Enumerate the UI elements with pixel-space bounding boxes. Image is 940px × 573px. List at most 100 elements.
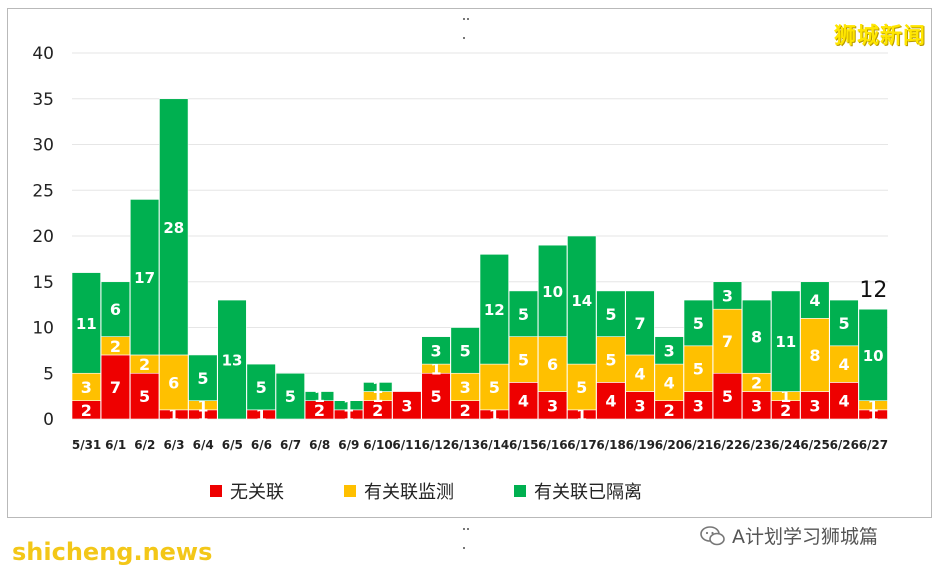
data-label: 5 bbox=[722, 387, 733, 406]
bar-segment bbox=[275, 372, 305, 420]
x-tick-label: 6/10 bbox=[363, 438, 392, 452]
bar-segment bbox=[71, 272, 101, 374]
data-label: 8 bbox=[809, 346, 820, 365]
data-label: 1 bbox=[576, 405, 587, 424]
legend-swatch-unlinked bbox=[210, 485, 222, 497]
bar-segment bbox=[829, 299, 859, 347]
x-tick-label: 6/23 bbox=[742, 438, 771, 452]
y-tick-label: 40 bbox=[32, 44, 54, 64]
legend-label-unlinked: 无关联 bbox=[230, 482, 284, 503]
data-label: 2 bbox=[314, 401, 325, 420]
bar-segment bbox=[829, 345, 859, 383]
data-label: 3 bbox=[401, 396, 412, 415]
data-label: 3 bbox=[751, 396, 762, 415]
y-tick-label: 20 bbox=[32, 227, 54, 247]
resize-handle-bottom[interactable] bbox=[462, 515, 472, 549]
data-label: 1 bbox=[372, 378, 383, 397]
x-tick-label: 6/4 bbox=[193, 438, 214, 452]
bar-segment bbox=[741, 391, 772, 420]
data-label: 3 bbox=[722, 286, 733, 305]
x-tick-label: 6/5 bbox=[222, 438, 243, 452]
y-tick-label: 10 bbox=[32, 319, 54, 339]
data-label: 5 bbox=[430, 387, 441, 406]
resize-handle-top[interactable] bbox=[462, 5, 472, 39]
chart-legend: 无关联 有关联监测 有关联已隔离 bbox=[210, 478, 642, 504]
x-tick-label: 6/12 bbox=[422, 438, 451, 452]
x-tick-label: 6/13 bbox=[451, 438, 480, 452]
x-tick-label: 6/8 bbox=[309, 438, 330, 452]
data-label: 5 bbox=[838, 314, 849, 333]
data-label: 2 bbox=[110, 337, 121, 356]
bar-segment bbox=[100, 281, 131, 337]
bar-segment bbox=[771, 290, 801, 392]
x-tick-label: 6/7 bbox=[280, 438, 301, 452]
bar-segment bbox=[159, 98, 189, 356]
bar-segment bbox=[800, 281, 830, 319]
data-label: 3 bbox=[81, 378, 92, 397]
bar-segment bbox=[683, 345, 713, 392]
wechat-icon bbox=[700, 525, 725, 545]
x-tick-label: 6/17 bbox=[567, 438, 596, 452]
watermark-account-label: A计划学习狮城篇 bbox=[732, 526, 878, 548]
x-tick-label: 6/19 bbox=[626, 438, 655, 452]
data-label: 5 bbox=[256, 378, 267, 397]
bar-segment bbox=[421, 336, 451, 365]
bar-segment bbox=[100, 354, 131, 420]
data-label: 1 bbox=[868, 405, 879, 424]
data-label: 5 bbox=[605, 305, 616, 324]
bar-segment bbox=[508, 336, 539, 383]
bar-segment bbox=[479, 254, 509, 365]
bar-segment bbox=[654, 336, 684, 365]
y-tick-label: 15 bbox=[32, 273, 54, 293]
data-label: 1 bbox=[314, 387, 325, 406]
data-label: 4 bbox=[838, 392, 849, 411]
bar-segment bbox=[421, 372, 451, 420]
bar-segment bbox=[246, 363, 276, 411]
y-tick-label: 35 bbox=[32, 90, 54, 110]
brand-logo: 狮城新闻 bbox=[833, 24, 926, 49]
x-tick-label: 6/6 bbox=[251, 438, 272, 452]
data-label: 11 bbox=[76, 315, 97, 333]
data-label: 5 bbox=[489, 378, 500, 397]
legend-swatch-linked-quarantined bbox=[514, 485, 526, 497]
x-tick-label: 6/2 bbox=[134, 438, 155, 452]
data-label: 1 bbox=[780, 387, 791, 406]
legend-label-linked-surveillance: 有关联监测 bbox=[364, 482, 454, 503]
bar-segment bbox=[625, 290, 655, 356]
bar-segment bbox=[858, 308, 888, 402]
data-label: 3 bbox=[809, 396, 820, 415]
y-tick-label: 0 bbox=[43, 410, 54, 430]
data-label: 4 bbox=[634, 364, 645, 383]
data-label: 5 bbox=[460, 341, 471, 360]
bar-segment bbox=[537, 244, 568, 337]
data-label: 13 bbox=[222, 352, 243, 370]
data-label: 7 bbox=[634, 314, 645, 333]
x-tick-label: 6/25 bbox=[800, 438, 829, 452]
x-tick-label: 6/21 bbox=[684, 438, 713, 452]
bar-segment bbox=[741, 299, 772, 374]
x-tick-label: 6/27 bbox=[859, 438, 888, 452]
bar-segment bbox=[304, 391, 335, 401]
data-label: 5 bbox=[693, 314, 704, 333]
data-label: 5 bbox=[576, 378, 587, 397]
data-label: 5 bbox=[139, 387, 150, 406]
y-tick-label: 25 bbox=[32, 181, 54, 201]
data-label: 7 bbox=[110, 378, 121, 397]
bar-segment bbox=[654, 363, 684, 402]
bar-segment bbox=[712, 308, 743, 374]
data-label: 1 bbox=[168, 405, 179, 424]
legend-item-linked-surveillance: 有关联监测 bbox=[344, 478, 454, 504]
bar-segment bbox=[712, 281, 743, 310]
legend-item-unlinked: 无关联 bbox=[210, 478, 284, 504]
data-label: 1 bbox=[343, 405, 354, 424]
watermark-account: A计划学习狮城篇 bbox=[700, 522, 878, 549]
data-label: 1 bbox=[197, 405, 208, 424]
data-label: 14 bbox=[571, 292, 592, 310]
data-label: 6 bbox=[547, 355, 558, 374]
data-label: 5 bbox=[518, 351, 529, 370]
data-label: 2 bbox=[139, 355, 150, 374]
x-tick-label: 6/18 bbox=[596, 438, 625, 452]
bar-segment bbox=[363, 382, 393, 392]
x-tick-label: 6/9 bbox=[338, 438, 359, 452]
total-annotation: 12 bbox=[859, 278, 887, 303]
